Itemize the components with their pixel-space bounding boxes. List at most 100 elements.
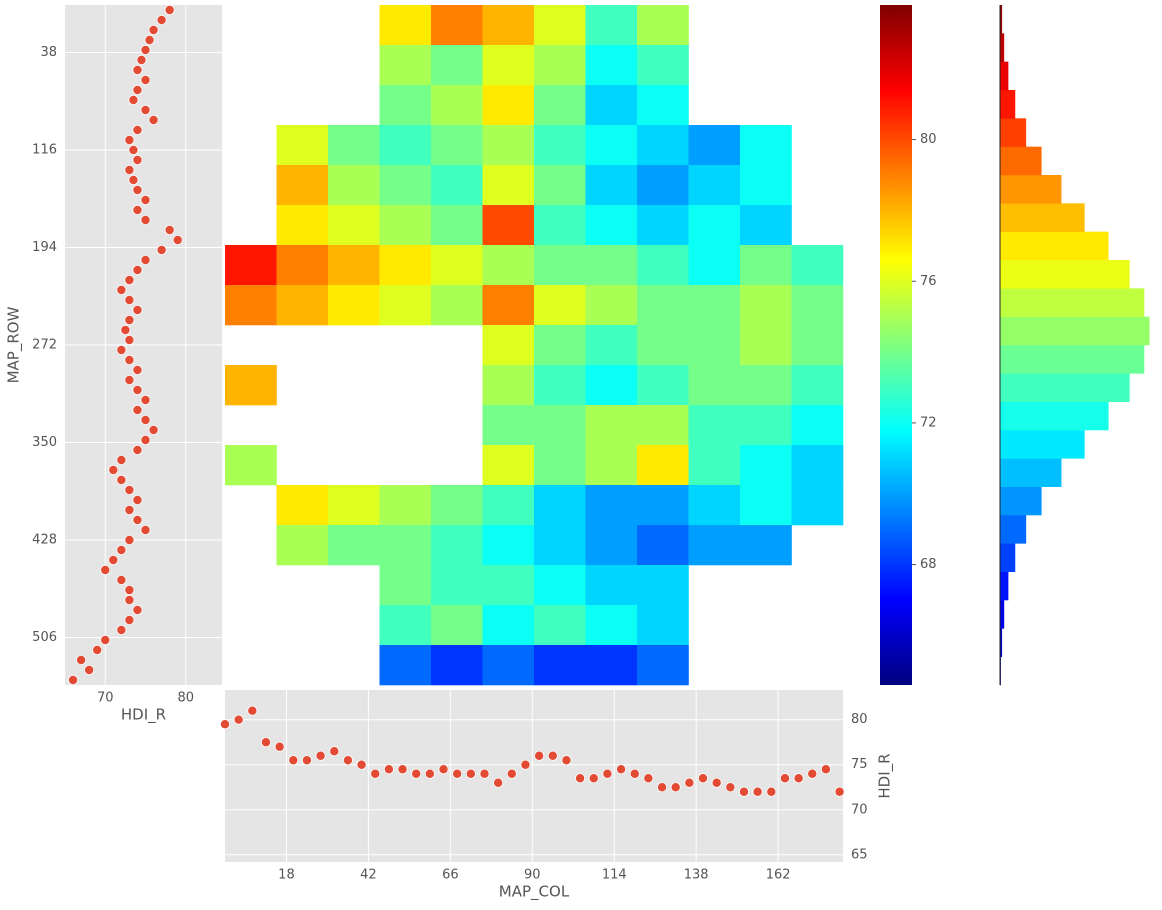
point [140,75,151,86]
x-axis-label: HDI_R [121,706,166,725]
y-axis-label: HDI_R [876,753,895,798]
y-tick-label: 194 [32,240,57,255]
point [643,773,654,784]
point [356,759,367,770]
point [766,786,777,797]
heatmap-cell [585,565,638,606]
point [684,777,695,788]
point [465,768,476,779]
histogram-bar [1000,33,1005,62]
heatmap-cell [585,325,638,366]
heatmap-cell [534,365,586,406]
x-tick-label: 90 [524,868,541,883]
point [156,14,167,25]
heatmap-cell [740,525,792,566]
heatmap-cell [585,125,638,166]
heatmap-cell [379,565,432,606]
histogram-bar [1000,231,1109,261]
point [132,515,143,526]
y-tick-label: 506 [32,630,57,645]
heatmap-cell [276,525,329,566]
heatmap-cell [534,245,586,286]
point [116,454,127,465]
point [128,174,139,185]
heatmap-cell [740,405,792,446]
point [144,35,155,46]
heatmap-cell [637,405,689,446]
point [779,773,790,784]
heatmap-cell [585,165,638,206]
heatmap-cell [379,285,432,326]
heatmap-cell [431,85,483,126]
point [108,464,119,475]
heatmap-cell [740,445,792,486]
point [124,484,135,495]
heatmap-cell [637,45,689,86]
heatmap-cell [431,45,483,86]
point [247,705,258,716]
point [725,782,736,793]
point [506,768,517,779]
point [260,737,271,748]
heatmap-cell [637,365,689,406]
y-tick-label: 65 [851,847,868,862]
point [738,786,749,797]
heatmap-cell [534,45,586,86]
heatmap-cell [740,245,792,286]
point [616,764,627,775]
point [132,184,143,195]
heatmap-cell [482,605,535,646]
point [136,55,147,66]
colorbar-tick-label: 68 [920,557,937,572]
histogram-bar [1000,458,1062,487]
point [711,777,722,788]
heatmap-cell [740,205,792,246]
histogram-bar [1000,61,1009,91]
point [132,494,143,505]
y-tick-label: 428 [32,533,57,548]
heatmap-cell [379,645,432,686]
heatmap-cell [328,525,380,566]
point [520,759,531,770]
point [92,645,103,656]
point [438,764,449,775]
heatmap-cell [379,525,432,566]
y-tick-label: 70 [851,802,868,817]
point [100,635,111,646]
x-tick-label: 80 [177,691,194,706]
y-tick-label: 350 [32,435,57,450]
point [132,125,143,136]
heatmap-cell [637,485,689,526]
point [547,750,558,761]
point [116,284,127,295]
heatmap-cell [740,325,792,366]
heatmap-cell [431,5,483,46]
histogram-bar [1000,515,1027,544]
heatmap-cell [225,245,277,286]
point [288,755,299,766]
colorbar-tick-label: 72 [920,415,937,430]
heatmap-cell [740,365,792,406]
point [140,414,151,425]
point [698,773,709,784]
heatmap-cell [379,205,432,246]
heatmap-cell [740,285,792,326]
heatmap-cell [534,85,586,126]
heatmap-cell [534,125,586,166]
heatmap-cell [328,485,380,526]
point [132,154,143,165]
heatmap-cell [637,205,689,246]
heatmap-cell [637,445,689,486]
point [219,719,230,730]
point [140,254,151,265]
heatmap-cell [431,125,483,166]
heatmap-cell [379,245,432,286]
point [752,786,763,797]
heatmap-cell [585,445,638,486]
heatmap-cell [328,125,380,166]
heatmap-cell [534,565,586,606]
heatmap-cell [585,605,638,646]
heatmap-cell [379,85,432,126]
point [164,5,175,15]
point [820,764,831,775]
